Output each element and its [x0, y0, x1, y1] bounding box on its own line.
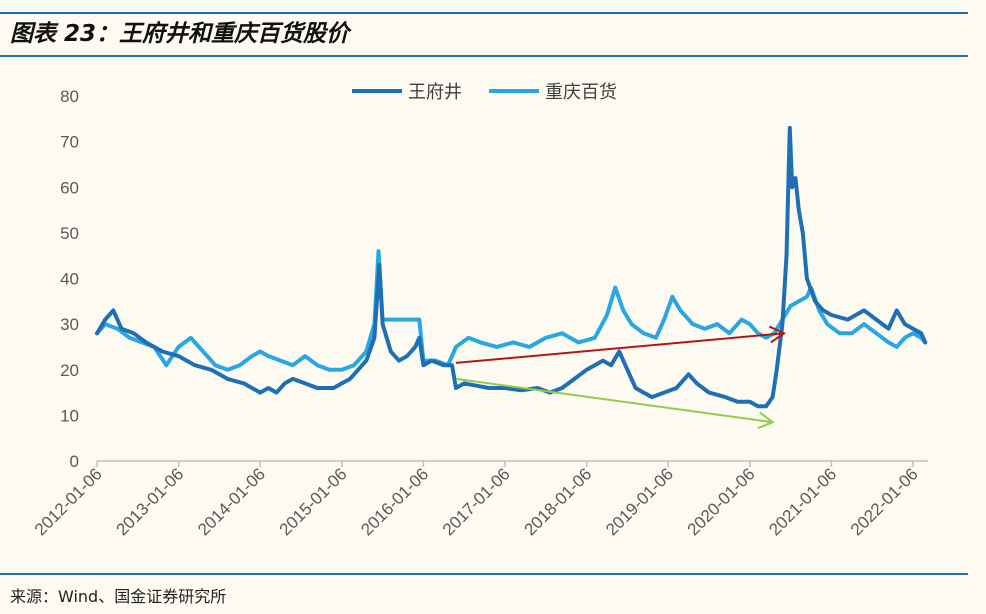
y-tick-label: 20 — [60, 361, 79, 380]
annotation-arrow-head — [768, 325, 787, 344]
annotation-arrow-head — [757, 411, 775, 430]
legend-item-wangfujing-label: 王府井 — [408, 82, 462, 103]
x-tick-label: 2014-01-06 — [194, 464, 269, 539]
y-tick-label: 0 — [70, 452, 79, 471]
header-rule-bottom — [0, 55, 968, 57]
x-tick-label: 2013-01-06 — [112, 464, 187, 539]
x-tick-label: 2021-01-06 — [765, 464, 840, 539]
x-tick-label: 2012-01-06 — [31, 464, 106, 539]
figure-title: 图表 23：王府井和重庆百货股价 — [10, 21, 350, 47]
x-tick-label: 2020-01-06 — [684, 464, 759, 539]
y-tick-label: 30 — [60, 315, 79, 334]
series-line-chongqing-baihuo — [95, 249, 928, 372]
legend-item-chongqing-baihuo-label: 重庆百货 — [545, 82, 617, 103]
x-tick-label: 2017-01-06 — [439, 464, 514, 539]
x-tick-label: 2015-01-06 — [276, 464, 351, 539]
series-line-wangfujing — [95, 125, 928, 409]
annotation-layer — [455, 325, 787, 430]
source-note: 来源：Wind、国金证券研究所 — [10, 587, 227, 606]
annotation-arrow-line — [455, 332, 785, 364]
y-tick-label: 70 — [60, 133, 79, 152]
x-tick-label: 2022-01-06 — [847, 464, 922, 539]
y-tick-label: 40 — [60, 270, 79, 289]
series-layer — [95, 125, 928, 409]
y-tick-label: 60 — [60, 178, 79, 197]
x-tick-label: 2019-01-06 — [602, 464, 677, 539]
footer-rule — [0, 573, 968, 575]
x-tick-label: 2018-01-06 — [520, 464, 595, 539]
x-tick-label: 2016-01-06 — [357, 464, 432, 539]
header-rule-top — [0, 12, 968, 14]
y-tick-label: 50 — [60, 224, 79, 243]
legend: 王府井 重庆百货 — [352, 82, 617, 103]
annotation-arrow-line — [455, 377, 773, 424]
y-tick-label: 80 — [60, 87, 79, 106]
y-tick-label: 10 — [60, 406, 79, 425]
